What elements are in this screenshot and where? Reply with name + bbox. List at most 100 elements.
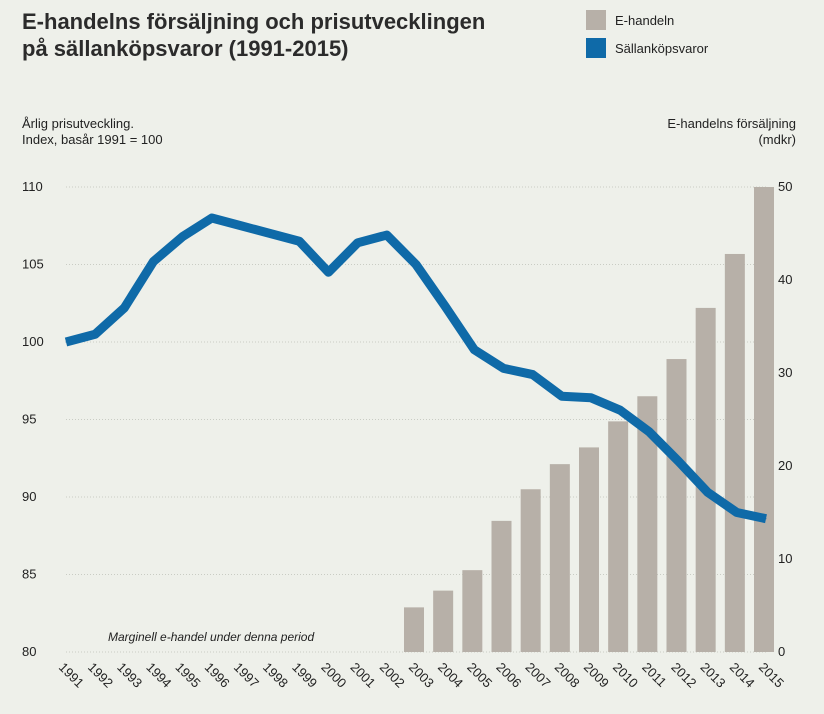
point-2009 — [590, 397, 592, 399]
bar-2004 — [433, 590, 454, 652]
left-tick-100: 100 — [22, 334, 44, 349]
right-tick-0: 0 — [778, 644, 785, 659]
x-tick-2001: 2001 — [348, 660, 379, 691]
point-2014 — [736, 512, 738, 513]
grid — [66, 186, 766, 653]
x-tick-2006: 2006 — [493, 660, 524, 691]
bar-2014 — [724, 253, 745, 652]
point-2000 — [328, 271, 329, 273]
bar-2015 — [754, 187, 774, 652]
right-axis-label: E-handelns försäljning (mdkr) — [667, 116, 796, 148]
legend-label-e-handeln: E-handeln — [615, 12, 675, 28]
point-2001 — [357, 242, 359, 244]
bar-2007 — [520, 489, 541, 652]
chart-title-line2: på sällanköpsvaror (1991-2015) — [22, 36, 349, 61]
x-tick-2000: 2000 — [318, 660, 349, 691]
x-tick-2007: 2007 — [523, 660, 554, 691]
annotation-marginal-ehandel: Marginell e-handel under denna period — [108, 630, 314, 644]
chart-title-line1: E-handelns försäljning och prisutvecklin… — [22, 9, 486, 34]
bar-2013 — [695, 307, 716, 652]
x-tick-2004: 2004 — [435, 660, 466, 691]
point-1993 — [123, 307, 125, 309]
x-tick-2014: 2014 — [727, 660, 758, 691]
bar-2009 — [579, 447, 599, 652]
x-tick-2005: 2005 — [464, 660, 495, 691]
left-tick-80: 80 — [22, 644, 36, 659]
point-2008 — [561, 395, 563, 397]
x-tick-1992: 1992 — [85, 660, 116, 691]
x-tick-1998: 1998 — [260, 660, 291, 691]
legend-item-sallankopsvaror: Sällanköpsvaror — [586, 38, 708, 58]
point-2015 — [765, 518, 767, 520]
line-sallankopsvaror — [64, 213, 767, 524]
bar-2006 — [491, 520, 512, 652]
x-tick-1995: 1995 — [173, 660, 204, 691]
point-1994 — [153, 260, 154, 262]
point-1999 — [298, 240, 300, 242]
x-tick-2008: 2008 — [552, 660, 583, 691]
point-2002 — [386, 234, 388, 236]
legend-item-e-handeln: E-handeln — [586, 10, 708, 30]
x-tick-1993: 1993 — [114, 660, 145, 691]
right-axis-label-line2: (mdkr) — [758, 132, 796, 147]
x-tick-1999: 1999 — [289, 660, 320, 691]
point-1995 — [182, 236, 184, 238]
x-tick-2011: 2011 — [639, 660, 669, 690]
point-2003 — [415, 264, 417, 265]
left-axis-label: Årlig prisutveckling. Index, basår 1991 … — [22, 116, 163, 148]
bar-2011 — [637, 396, 658, 652]
point-1991 — [65, 341, 67, 343]
left-axis-label-line2: Index, basår 1991 = 100 — [22, 132, 163, 147]
chart-title: E-handelns försäljning och prisutvecklin… — [22, 8, 485, 62]
legend: E-handeln Sällanköpsvaror — [586, 10, 708, 66]
x-tick-2013: 2013 — [698, 660, 729, 691]
point-2006 — [503, 367, 504, 369]
x-tick-2012: 2012 — [668, 660, 699, 691]
bar-2008 — [549, 464, 570, 652]
point-2012 — [678, 460, 679, 462]
legend-swatch-e-handeln — [586, 10, 606, 30]
point-2011 — [648, 431, 650, 433]
point-2005 — [473, 349, 475, 351]
x-tick-2003: 2003 — [406, 660, 437, 691]
right-tick-30: 30 — [778, 365, 792, 380]
point-1997 — [240, 225, 242, 227]
right-tick-10: 10 — [778, 551, 792, 566]
right-axis-ticks: 0 10 20 30 40 50 — [778, 179, 792, 659]
series-line-sallankopsvaror — [64, 213, 767, 524]
point-1992 — [94, 333, 96, 335]
left-tick-85: 85 — [22, 567, 36, 582]
bar-2005 — [462, 570, 483, 652]
x-tick-1997: 1997 — [231, 660, 262, 691]
point-2010 — [619, 409, 621, 411]
right-tick-20: 20 — [778, 458, 792, 473]
x-axis-ticks: 1991199219931994199519961997199819992000… — [56, 660, 787, 691]
right-tick-40: 40 — [778, 272, 792, 287]
left-axis-label-line1: Årlig prisutveckling. — [22, 116, 134, 131]
bars-e-handeln — [404, 187, 774, 652]
legend-swatch-sallankopsvaror — [586, 38, 606, 58]
x-tick-2009: 2009 — [581, 660, 612, 691]
legend-label-sallankopsvaror: Sällanköpsvaror — [615, 40, 709, 56]
point-1998 — [269, 233, 271, 234]
point-2007 — [532, 374, 534, 376]
point-2013 — [707, 491, 709, 493]
x-tick-2015: 2015 — [756, 660, 787, 691]
left-tick-95: 95 — [22, 412, 36, 427]
x-tick-1991: 1991 — [56, 660, 87, 691]
right-tick-50: 50 — [778, 179, 792, 194]
point-2004 — [444, 305, 446, 307]
right-axis-label-line1: E-handelns försäljning — [667, 116, 796, 131]
x-tick-2010: 2010 — [610, 660, 641, 691]
x-tick-1994: 1994 — [143, 660, 174, 691]
left-tick-110: 110 — [22, 179, 43, 194]
point-1996 — [211, 217, 213, 219]
bar-2012 — [666, 359, 687, 652]
bar-2010 — [608, 421, 629, 652]
left-axis-ticks: 80 85 90 95 100 105 110 — [22, 179, 44, 659]
x-tick-1996: 1996 — [202, 660, 233, 691]
left-tick-90: 90 — [22, 489, 36, 504]
x-tick-2002: 2002 — [377, 660, 408, 691]
left-tick-105: 105 — [22, 257, 44, 272]
